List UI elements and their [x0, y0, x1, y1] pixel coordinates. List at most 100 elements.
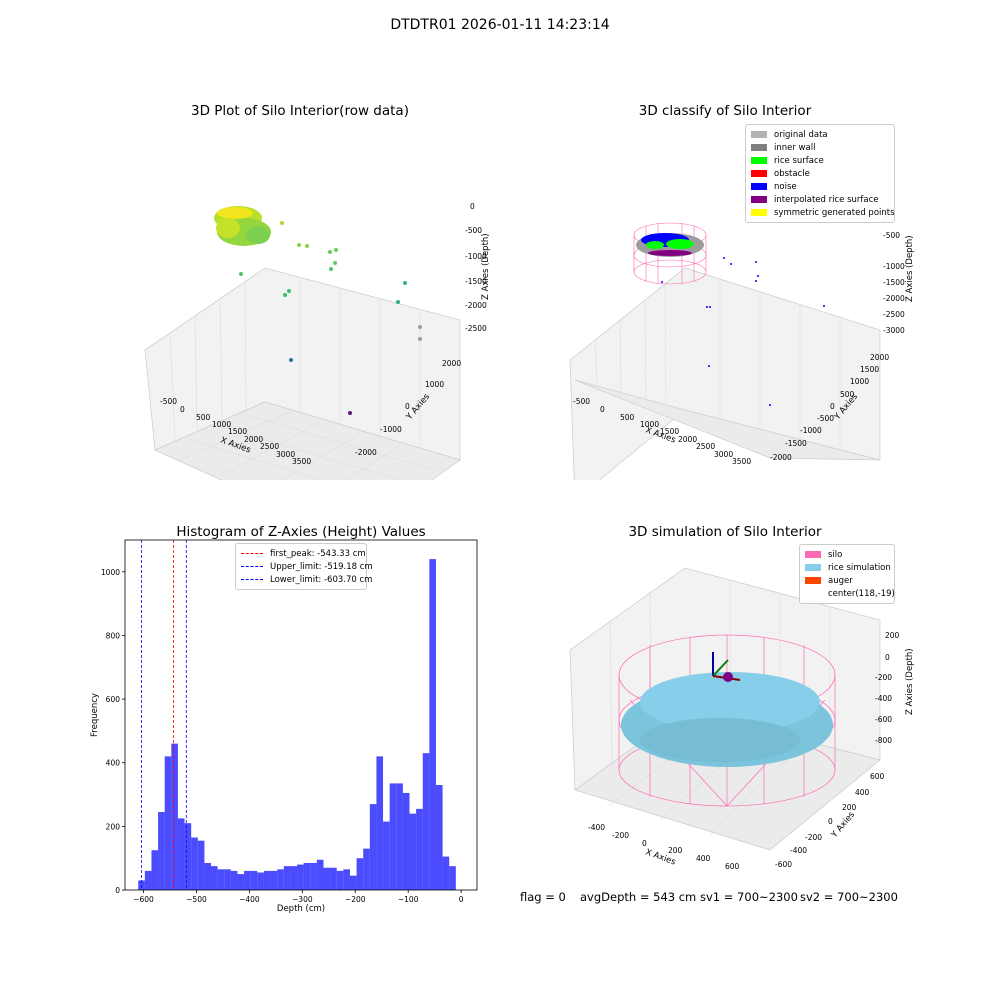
- raw-point-cloud: [214, 206, 271, 246]
- histogram-bar: [284, 866, 291, 890]
- x-tick: 3500: [732, 457, 751, 466]
- legend-swatch: [805, 551, 821, 558]
- y-tick: 400: [855, 788, 870, 797]
- raw-plot-title: 3D Plot of Silo Interior(row data): [150, 103, 450, 119]
- histogram-bar: [304, 863, 311, 890]
- status-avg-depth: avgDepth = 543 cm: [580, 890, 696, 904]
- histogram-bar: [403, 793, 410, 890]
- histogram-bar: [396, 783, 403, 890]
- histogram-bar: [376, 756, 383, 890]
- simulation-plot-title: 3D simulation of Silo Interior: [580, 524, 870, 540]
- histogram-bar: [158, 812, 165, 890]
- classify-axis-panes: [570, 268, 880, 480]
- histogram-bar: [257, 873, 264, 891]
- legend-swatch: [751, 209, 767, 216]
- histogram-bar: [264, 871, 271, 890]
- legend-item-center: center(118,-19): [805, 587, 889, 600]
- raw-3d-plot: -500 0 500 1000 1500 2000 2500 3000 3500…: [0, 120, 500, 480]
- x-tick: 3000: [714, 450, 733, 459]
- legend-item-inner-wall: inner wall: [751, 141, 889, 154]
- z-tick: -200: [875, 673, 892, 682]
- histogram-bar: [343, 869, 350, 890]
- histogram-bars: [138, 559, 456, 890]
- y-tick: 1500: [860, 365, 879, 374]
- histogram-legend: first_peak: -543.33 cm Upper_limit: -519…: [235, 543, 367, 590]
- legend-label: rice simulation: [828, 563, 891, 573]
- legend-item-first-peak: first_peak: -543.33 cm: [241, 547, 361, 560]
- legend-label: symmetric generated points: [774, 208, 895, 218]
- legend-item-original-data: original data: [751, 128, 889, 141]
- histogram-bar: [277, 869, 284, 890]
- z-tick: -2500: [465, 324, 487, 333]
- z-tick: 0: [470, 202, 475, 211]
- x-tick-label: −300: [292, 895, 313, 904]
- legend-swatch: [751, 183, 767, 190]
- x-tick: -500: [573, 397, 590, 406]
- histogram-x-ticks: −600 −500 −400 −300 −200 −100 0: [133, 890, 464, 904]
- legend-item-rice-surface: rice surface: [751, 154, 889, 167]
- simulation-y-label: Y Axies: [829, 810, 857, 841]
- legend-item-obstacle: obstacle: [751, 167, 889, 180]
- x-tick: 0: [180, 405, 185, 414]
- legend-line: [241, 553, 263, 554]
- legend-swatch: [751, 170, 767, 177]
- y-tick: 600: [870, 772, 885, 781]
- classify-legend: original data inner wall rice surface ob…: [745, 124, 895, 223]
- simulation-legend: silo rice simulation auger center(118,-1…: [799, 544, 895, 604]
- histogram-bar: [218, 869, 225, 890]
- histogram-bar: [317, 860, 324, 890]
- legend-item-upper-limit: Upper_limit: -519.18 cm: [241, 560, 361, 573]
- legend-label: first_peak: -543.33 cm: [270, 549, 366, 559]
- x-tick: 2000: [678, 435, 697, 444]
- histogram-bar: [151, 850, 158, 890]
- histogram-bar: [337, 871, 344, 890]
- histogram-bar: [165, 756, 172, 890]
- histogram-bar: [370, 804, 377, 890]
- legend-item-symmetric-generated-points: symmetric generated points: [751, 206, 889, 219]
- z-tick: -600: [875, 715, 892, 724]
- x-tick: 400: [696, 854, 711, 863]
- z-tick: -400: [875, 694, 892, 703]
- legend-item-rice-simulation: rice simulation: [805, 561, 889, 574]
- y-tick: 2000: [870, 353, 889, 362]
- legend-label: auger: [828, 576, 853, 586]
- x-tick-label: −600: [133, 895, 154, 904]
- x-tick: -400: [588, 823, 605, 832]
- y-tick: -2000: [770, 453, 792, 462]
- legend-item-auger: auger: [805, 574, 889, 587]
- histogram-bar: [443, 857, 450, 890]
- z-tick: 0: [885, 653, 890, 662]
- histogram-bar: [145, 871, 152, 890]
- histogram-bar: [330, 868, 337, 890]
- histogram-y-ticks: 02004006008001000: [101, 568, 125, 895]
- status-flag: flag = 0: [520, 890, 566, 904]
- legend-swatch: [805, 590, 821, 597]
- x-tick-label: −100: [398, 895, 419, 904]
- x-tick-label: 0: [459, 895, 464, 904]
- histogram-bar: [191, 838, 198, 891]
- y-tick-label: 600: [106, 695, 121, 704]
- x-tick-label: −500: [186, 895, 207, 904]
- histogram-bar: [237, 874, 244, 890]
- legend-label: original data: [774, 130, 828, 140]
- y-tick-label: 0: [115, 886, 120, 895]
- histogram-y-label: Frequency: [90, 693, 100, 737]
- figure-title: DTDTR01 2026-01-11 14:23:14: [0, 17, 1000, 33]
- y-tick: -600: [775, 860, 792, 869]
- histogram-bar: [429, 559, 436, 890]
- legend-swatch: [805, 577, 821, 584]
- y-tick: -1000: [380, 425, 402, 434]
- z-tick: -500: [465, 226, 482, 235]
- legend-label: center(118,-19): [828, 589, 895, 599]
- y-tick: -1500: [785, 439, 807, 448]
- classify-z-ticks: 0 -500 -1000 -1500 -2000 -2500 -3000: [883, 211, 905, 335]
- legend-label: noise: [774, 182, 797, 192]
- histogram-bar: [224, 869, 231, 890]
- y-tick-label: 200: [106, 822, 121, 831]
- z-tick: -2500: [883, 310, 905, 319]
- histogram-bar: [198, 841, 205, 890]
- y-tick: 1000: [425, 380, 444, 389]
- x-tick-label: −400: [239, 895, 260, 904]
- legend-label: silo: [828, 550, 842, 560]
- z-tick: -500: [883, 231, 900, 240]
